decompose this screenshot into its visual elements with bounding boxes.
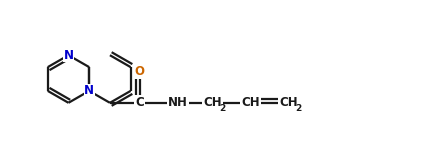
Text: CH: CH	[279, 96, 298, 109]
Text: N: N	[63, 49, 74, 62]
Text: CH: CH	[203, 96, 222, 109]
Text: CH: CH	[241, 96, 260, 109]
Text: 2: 2	[219, 104, 226, 113]
Text: NH: NH	[168, 96, 187, 109]
Text: N: N	[84, 84, 94, 97]
Text: O: O	[135, 65, 145, 78]
Text: 2: 2	[295, 104, 301, 113]
Text: C: C	[136, 96, 144, 109]
